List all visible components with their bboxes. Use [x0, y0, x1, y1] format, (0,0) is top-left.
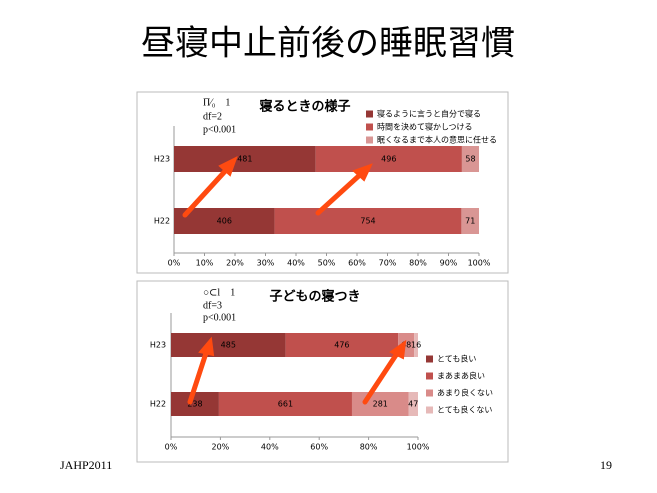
bar-segment [171, 392, 219, 416]
value-label: 485 [221, 341, 236, 350]
legend-swatch [426, 389, 433, 397]
value-label: 58 [465, 155, 475, 164]
legend-label: とても良くない [437, 405, 492, 415]
legend-label: まあまあ良い [437, 371, 485, 381]
category-label: H22 [150, 400, 166, 409]
bar-segment [285, 333, 399, 357]
x-tick-label: 70% [379, 259, 397, 268]
x-tick-label: 90% [440, 259, 458, 268]
annotation: p<0.001 [203, 312, 236, 323]
category-label: H23 [150, 341, 166, 350]
value-label: 238 [187, 400, 202, 409]
legend-label: 時間を決めて寝かしつける [377, 122, 473, 132]
value-label: 476 [334, 341, 349, 350]
arrows [182, 155, 407, 405]
bar-segment [174, 146, 316, 172]
value-label: 281 [373, 400, 388, 409]
legend-label: あまり良くない [437, 388, 493, 398]
arrow [315, 170, 365, 216]
bar-segment [414, 333, 418, 357]
arrow [182, 165, 231, 218]
x-tick-label: 40% [287, 259, 305, 268]
category-label: H23 [154, 155, 170, 164]
legend-label: とても良い [437, 354, 476, 364]
page-number: 19 [600, 458, 612, 472]
annotation: df=2 [203, 111, 222, 122]
legend-swatch [366, 110, 373, 118]
value-label: 496 [381, 155, 396, 164]
arrowhead [389, 339, 407, 360]
bar-segment [218, 392, 352, 416]
x-tick-label: 30% [257, 259, 275, 268]
x-tick-label: 10% [196, 259, 214, 268]
x-tick-label: 20% [226, 259, 244, 268]
legend-label: 眠くなるまで本人の意思に任せる [377, 135, 497, 145]
value-label: 16 [411, 341, 421, 350]
arrowhead [198, 336, 215, 357]
arrowhead [218, 155, 238, 177]
chart-title: 寝るときの様子 [259, 99, 350, 115]
x-tick-label: 40% [261, 443, 279, 452]
x-tick-label: 20% [212, 443, 230, 452]
bar-segment [274, 208, 462, 234]
legend-label: 寝るように言うと自分で寝る [377, 109, 481, 119]
legend-swatch [426, 406, 433, 414]
arrowhead [352, 163, 373, 182]
arrow [187, 347, 210, 405]
bar-segment [461, 208, 479, 234]
chart-frame [136, 91, 509, 274]
value-label: 406 [217, 217, 232, 226]
value-label: 661 [278, 400, 293, 409]
x-tick-label: 100% [407, 443, 430, 452]
x-tick-label: 60% [310, 443, 328, 452]
legend-swatch [366, 136, 373, 144]
footer: JAHP2011 [60, 458, 112, 472]
value-label: 71 [465, 217, 475, 226]
annotation: p<0.001 [203, 124, 236, 135]
value-label: 68 [401, 341, 411, 350]
value-label: 47 [408, 400, 418, 409]
x-tick-label: 60% [348, 259, 366, 268]
bar-segment [461, 146, 479, 172]
slide-title: 昼寝中止前後の睡眠習慣 [141, 24, 515, 64]
annotation: Π⁄₀ 1 [203, 97, 230, 108]
annotation: df=3 [203, 300, 222, 311]
value-label: 754 [360, 217, 375, 226]
x-tick-label: 80% [360, 443, 378, 452]
x-tick-label: 100% [468, 259, 491, 268]
charts: 寝るときの様子 Π⁄₀ 1 df=2 p<0.001 0% 10% 20% 30% 40% 50%… [150, 97, 497, 451]
x-tick-label: 80% [409, 259, 427, 268]
bar-segment [351, 392, 409, 416]
legend-swatch [426, 372, 433, 380]
bar-segment [408, 392, 418, 416]
x-tick-label: 50% [318, 259, 336, 268]
value-label: 481 [237, 155, 252, 164]
chart-title: 子どもの寝つき [269, 289, 360, 305]
bar-segment [315, 146, 462, 172]
arrow [362, 349, 401, 405]
bar-segment [171, 333, 286, 357]
x-tick-label: 0% [168, 259, 181, 268]
annotation: ○⊂l 1 [203, 287, 235, 298]
legend-swatch [366, 123, 373, 131]
category-label: H22 [154, 217, 170, 226]
x-tick-label: 0% [165, 443, 178, 452]
legend-swatch [426, 355, 433, 363]
